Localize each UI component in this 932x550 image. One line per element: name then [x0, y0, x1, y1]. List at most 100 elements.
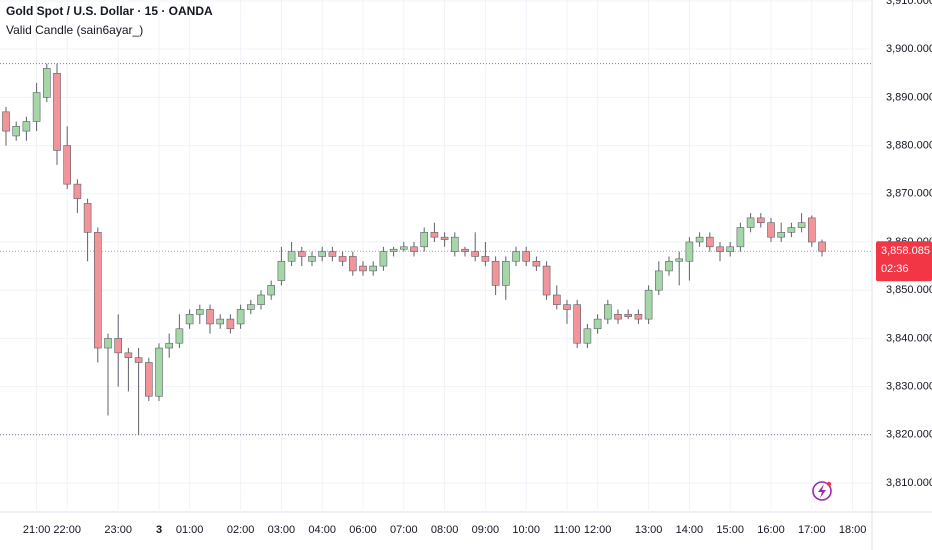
candle-body: [634, 313, 643, 320]
candle-body: [685, 241, 694, 262]
x-tick-label: 04:00: [308, 524, 336, 536]
candle-body: [410, 246, 418, 252]
last-price-label: 3,858.085: [881, 245, 930, 257]
candle-body: [583, 328, 592, 344]
candle-body: [206, 309, 214, 325]
candle-body: [114, 338, 122, 354]
candle-body: [471, 251, 480, 257]
candle-body: [461, 248, 469, 252]
x-tick-label: 11:00: [554, 524, 581, 536]
x-tick-label: 08:00: [431, 524, 459, 536]
y-tick-label: 3,820.000: [886, 429, 932, 441]
countdown: 02:36: [881, 263, 909, 275]
y-tick-label: 3,880.000: [886, 139, 932, 151]
candle-body: [399, 246, 408, 250]
x-tick-label: 10:00: [512, 524, 540, 536]
candle-body: [512, 251, 520, 262]
candle-body: [318, 251, 327, 257]
candle-body: [185, 313, 194, 325]
candle-body: [348, 256, 357, 272]
candle-body: [818, 241, 826, 252]
x-tick-label: 3: [156, 524, 162, 536]
candle-body: [593, 318, 602, 330]
candle-body: [287, 251, 296, 262]
candle-body: [746, 217, 755, 228]
x-tick-label: 23:00: [104, 524, 132, 536]
candle-body: [134, 357, 143, 363]
candle-body: [522, 251, 531, 262]
candle-body: [654, 270, 663, 291]
candle-body: [145, 362, 153, 397]
indicator-label: Valid Candle (sain6ayar_): [6, 23, 143, 37]
candle-body: [420, 232, 429, 248]
candle-body: [308, 256, 316, 262]
candle-body: [63, 145, 72, 185]
candle-body: [624, 313, 633, 318]
x-tick-label: 15:00: [716, 524, 744, 536]
x-tick-label: 12:00: [584, 524, 612, 536]
candle-body: [42, 68, 51, 98]
candle-body: [440, 236, 449, 240]
candle-body: [94, 232, 102, 349]
last-price-box: [876, 241, 932, 282]
candle-body: [726, 246, 735, 252]
x-tick-label: 21:00: [23, 524, 51, 536]
candle-body: [165, 342, 173, 349]
y-tick-label: 3,830.000: [886, 381, 932, 393]
chart-title: Gold Spot / U.S. Dollar · 15 · OANDA: [6, 4, 213, 18]
y-tick-label: 3,890.000: [886, 91, 932, 103]
candle-body: [807, 217, 816, 243]
x-tick-label: 13:00: [635, 524, 663, 536]
y-tick-label: 3,910.000: [886, 0, 932, 7]
x-tick-label: 06:00: [349, 524, 377, 536]
x-tick-label: 18:00: [839, 524, 867, 536]
x-tick-label: 17:00: [798, 524, 826, 536]
candle-body: [777, 232, 786, 238]
candle-body: [389, 248, 398, 252]
candle-body: [705, 236, 714, 248]
candle-body: [675, 258, 684, 262]
candle-body: [563, 304, 571, 310]
y-tick-label: 3,840.000: [886, 332, 932, 344]
candle-body: [155, 347, 163, 397]
candle-body: [430, 232, 439, 238]
candle-body: [797, 222, 806, 228]
candle-body: [226, 318, 235, 330]
candle-body: [104, 338, 112, 349]
candle-body: [83, 203, 92, 233]
candle-body: [175, 328, 184, 344]
x-tick-label: 03:00: [268, 524, 296, 536]
candle-body: [22, 121, 31, 132]
candle-body: [767, 222, 775, 238]
y-tick-label: 3,900.000: [886, 43, 932, 55]
candle-body: [665, 260, 673, 272]
candle-body: [614, 313, 622, 320]
candle-body: [297, 251, 306, 257]
candle-body: [573, 304, 582, 344]
x-tick-label: 14:00: [676, 524, 704, 536]
candle-body: [644, 289, 653, 320]
candle-body: [532, 260, 541, 267]
x-tick-label: 22:00: [53, 524, 81, 536]
candle-body: [338, 256, 347, 262]
candle-body: [124, 352, 133, 358]
candle-body: [32, 92, 41, 122]
candle-body: [379, 251, 388, 267]
candle-body: [716, 246, 724, 252]
x-tick-label: 16:00: [757, 524, 785, 536]
x-tick-label: 01:00: [176, 524, 204, 536]
candle-body: [196, 309, 204, 315]
plot: [0, 0, 872, 510]
candle-body: [501, 260, 510, 286]
candle-body: [736, 227, 745, 248]
candle-body: [756, 217, 765, 224]
x-tick-label: 02:00: [227, 524, 255, 536]
candle-body: [552, 294, 561, 305]
logo-icon[interactable]: [812, 481, 832, 501]
candle-body: [359, 265, 367, 272]
y-tick-label: 3,810.000: [886, 477, 932, 489]
candle-body: [247, 304, 255, 310]
candle-body: [328, 251, 337, 257]
candle-body: [236, 309, 245, 325]
